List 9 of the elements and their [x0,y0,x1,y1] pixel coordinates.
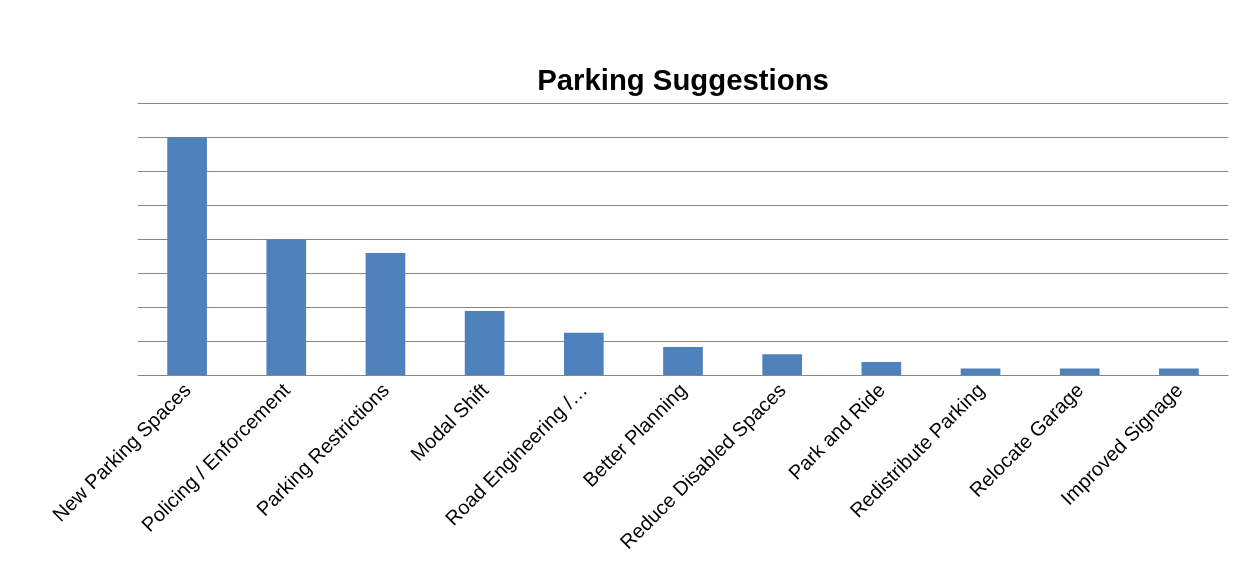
bar [861,361,902,376]
bar [563,332,604,376]
bar [266,239,307,376]
bar [762,354,803,376]
bar [663,346,703,376]
bar [365,253,406,376]
bar [167,137,207,376]
bar [464,310,505,376]
chart-title: Parking Suggestions [537,62,829,96]
